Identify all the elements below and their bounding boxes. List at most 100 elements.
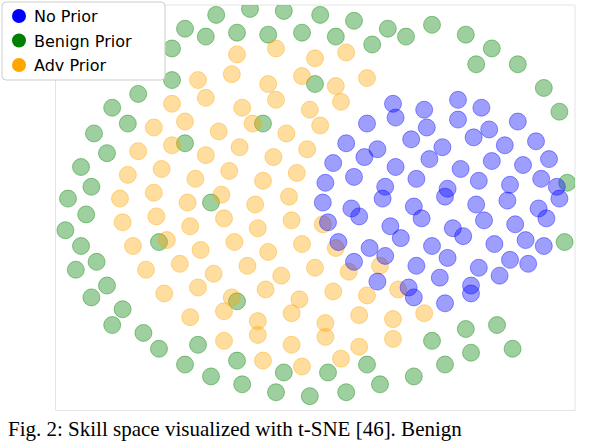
point: [255, 172, 272, 189]
point: [434, 139, 451, 156]
point: [333, 350, 350, 367]
point: [327, 28, 344, 45]
point: [268, 40, 285, 57]
point: [312, 117, 329, 134]
point: [489, 317, 506, 334]
point: [517, 232, 534, 249]
point: [437, 295, 454, 312]
point: [507, 216, 524, 233]
point: [416, 101, 433, 118]
frame: [575, 5, 576, 410]
point: [450, 91, 467, 108]
point: [483, 40, 500, 57]
point: [338, 384, 355, 401]
point: [392, 230, 409, 247]
point: [164, 137, 181, 154]
point: [197, 28, 214, 45]
point: [457, 321, 474, 338]
point: [86, 125, 103, 142]
point: [145, 119, 162, 136]
point: [229, 24, 246, 41]
point: [473, 99, 490, 116]
point: [244, 115, 261, 132]
point: [119, 115, 136, 132]
point: [78, 206, 95, 223]
point: [177, 356, 194, 373]
point: [369, 273, 386, 290]
point: [125, 238, 142, 255]
point: [260, 76, 277, 93]
point: [268, 91, 285, 108]
point: [104, 317, 121, 334]
point: [164, 72, 181, 89]
point: [179, 194, 196, 211]
axis-line: [56, 410, 576, 411]
point: [138, 261, 155, 278]
point: [205, 265, 222, 282]
point: [346, 168, 363, 185]
point: [338, 135, 355, 152]
point: [249, 220, 266, 237]
point: [104, 99, 121, 116]
point: [387, 159, 404, 176]
point: [533, 170, 550, 187]
point: [190, 336, 207, 353]
point: [359, 356, 376, 373]
point: [504, 340, 521, 357]
point: [158, 232, 175, 249]
point: [499, 192, 516, 209]
point: [385, 330, 402, 347]
point: [294, 24, 311, 41]
point: [491, 267, 508, 284]
point: [301, 388, 318, 405]
legend-marker: [12, 58, 26, 72]
point: [374, 190, 391, 207]
point: [535, 238, 552, 255]
point: [278, 125, 295, 142]
point: [361, 240, 378, 257]
point: [413, 210, 430, 227]
point: [229, 46, 246, 63]
point: [260, 243, 277, 260]
point: [221, 162, 238, 179]
legend-box: [2, 2, 165, 80]
point: [216, 210, 233, 227]
point: [294, 68, 311, 85]
point: [148, 208, 165, 225]
point: [153, 160, 170, 177]
point: [421, 151, 438, 168]
point: [476, 212, 493, 229]
point: [431, 269, 448, 286]
point: [463, 285, 480, 302]
point: [257, 281, 274, 298]
point: [99, 145, 116, 162]
point: [468, 196, 485, 213]
point: [283, 212, 300, 229]
point: [528, 133, 545, 150]
point: [387, 109, 404, 126]
point: [452, 160, 469, 177]
point: [325, 155, 342, 172]
point: [463, 344, 480, 361]
point: [275, 5, 292, 19]
point: [234, 376, 251, 393]
point: [130, 143, 147, 160]
point: [119, 166, 136, 183]
point: [379, 20, 396, 37]
point: [424, 16, 441, 33]
point: [405, 289, 422, 306]
point: [177, 20, 194, 37]
point: [223, 66, 240, 83]
point: [439, 249, 456, 266]
point: [187, 170, 204, 187]
point: [483, 153, 500, 170]
point: [535, 79, 552, 96]
point: [325, 283, 342, 300]
point: [242, 5, 259, 17]
point: [424, 238, 441, 255]
point: [213, 186, 230, 203]
point: [377, 247, 394, 264]
point: [190, 279, 207, 296]
point: [249, 326, 266, 343]
point: [398, 28, 415, 45]
